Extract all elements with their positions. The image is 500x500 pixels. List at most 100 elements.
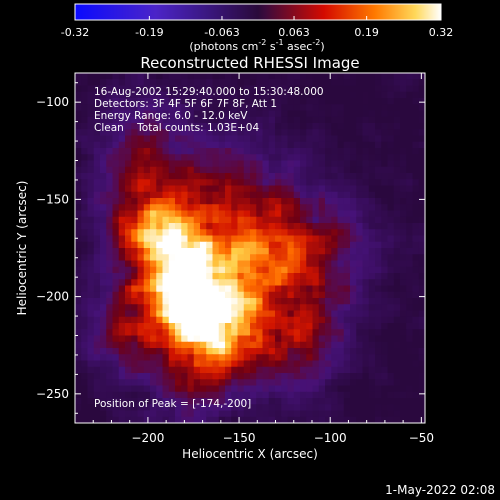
heatmap-cell: [393, 166, 401, 174]
heatmap-cell: [337, 210, 345, 218]
heatmap-cell: [312, 373, 320, 380]
heatmap-cell: [350, 123, 357, 130]
heatmap-cell: [312, 254, 320, 262]
heatmap-cell: [287, 160, 295, 168]
heatmap-cell: [368, 379, 376, 387]
heatmap-cell: [368, 160, 376, 168]
heatmap-cell: [206, 410, 214, 418]
heatmap-cell: [118, 104, 126, 112]
heatmap-cell: [275, 235, 282, 243]
heatmap-cell: [256, 348, 264, 355]
heatmap-cell: [350, 323, 357, 330]
heatmap-cell: [306, 366, 314, 374]
heatmap-cell: [412, 348, 420, 355]
heatmap-cell: [118, 73, 126, 80]
heatmap-cell: [75, 98, 82, 105]
heatmap-cell: [318, 260, 326, 268]
heatmap-cell: [318, 160, 326, 168]
heatmap-cell: [150, 335, 157, 343]
heatmap-cell: [237, 73, 245, 80]
heatmap-cell: [125, 191, 132, 199]
heatmap-cell: [181, 316, 189, 324]
heatmap-cell: [243, 135, 251, 143]
heatmap-cell: [137, 291, 145, 299]
heatmap-cell: [375, 223, 382, 230]
heatmap-cell: [93, 360, 101, 368]
heatmap-cell: [306, 79, 314, 87]
heatmap-cell: [331, 154, 339, 162]
heatmap-cell: [287, 379, 295, 387]
heatmap-cell: [181, 398, 189, 405]
heatmap-cell: [231, 210, 239, 218]
heatmap-cell: [387, 366, 395, 374]
heatmap-cell: [118, 173, 126, 180]
heatmap-cell: [250, 354, 257, 362]
heatmap-cell: [112, 348, 120, 355]
heatmap-cell: [400, 285, 407, 293]
heatmap-cell: [200, 404, 207, 412]
heatmap-cell: [225, 354, 232, 362]
heatmap-cell: [343, 98, 351, 105]
heatmap-cell: [162, 160, 170, 168]
heatmap-cell: [312, 360, 320, 368]
heatmap-cell: [106, 166, 114, 174]
heatmap-cell: [156, 179, 164, 187]
heatmap-cell: [237, 354, 245, 362]
heatmap-cell: [418, 148, 425, 155]
heatmap-cell: [206, 160, 214, 168]
heatmap-cell: [281, 179, 289, 187]
heatmap-cell: [168, 285, 176, 293]
heatmap-cell: [325, 373, 332, 380]
heatmap-cell: [175, 366, 182, 374]
heatmap-cell: [150, 98, 157, 105]
heatmap-cell: [418, 291, 425, 299]
heatmap-cell: [250, 154, 257, 162]
heatmap-cell: [75, 185, 82, 193]
heatmap-cell: [237, 198, 245, 205]
heatmap-cell: [162, 110, 170, 118]
colorbar-units: (photons cm-2 s-1 asec-2): [189, 38, 324, 53]
heatmap-cell: [337, 316, 345, 324]
heatmap-cell: [193, 354, 201, 362]
heatmap-cell: [187, 323, 195, 330]
heatmap-cell: [112, 91, 120, 99]
heatmap-cell: [237, 266, 245, 274]
heatmap-cell: [256, 304, 264, 312]
heatmap-cell: [81, 379, 89, 387]
heatmap-cell: [281, 85, 289, 93]
heatmap-cell: [337, 335, 345, 343]
heatmap-cell: [243, 191, 251, 199]
heatmap-cell: [356, 73, 364, 80]
heatmap-cell: [256, 98, 264, 105]
heatmap-cell: [306, 323, 314, 330]
heatmap-cell: [212, 385, 220, 393]
heatmap-cell: [312, 129, 320, 137]
heatmap-cell: [262, 154, 270, 162]
heatmap-cell: [412, 316, 420, 324]
heatmap-cell: [93, 235, 101, 243]
heatmap-cell: [206, 173, 214, 180]
heatmap-cell: [131, 216, 139, 224]
heatmap-cell: [187, 223, 195, 230]
heatmap-cell: [156, 241, 164, 249]
heatmap-cell: [262, 348, 270, 355]
heatmap-cell: [412, 79, 420, 87]
heatmap-cell: [212, 166, 220, 174]
heatmap-cell: [300, 348, 307, 355]
heatmap-cell: [375, 316, 382, 324]
heatmap-cell: [181, 210, 189, 218]
heatmap-cell: [118, 248, 126, 255]
heatmap-cell: [337, 298, 345, 305]
heatmap-cell: [362, 104, 370, 112]
heatmap-cell: [81, 404, 89, 412]
heatmap-cell: [212, 410, 220, 418]
heatmap-cell: [218, 260, 226, 268]
heatmap-cell: [231, 316, 239, 324]
heatmap-cell: [393, 310, 401, 318]
heatmap-cell: [212, 123, 220, 130]
heatmap-cell: [331, 323, 339, 330]
heatmap-cell: [368, 91, 376, 99]
heatmap-cell: [325, 98, 332, 105]
heatmap-cell: [187, 204, 195, 212]
heatmap-cell: [156, 185, 164, 193]
